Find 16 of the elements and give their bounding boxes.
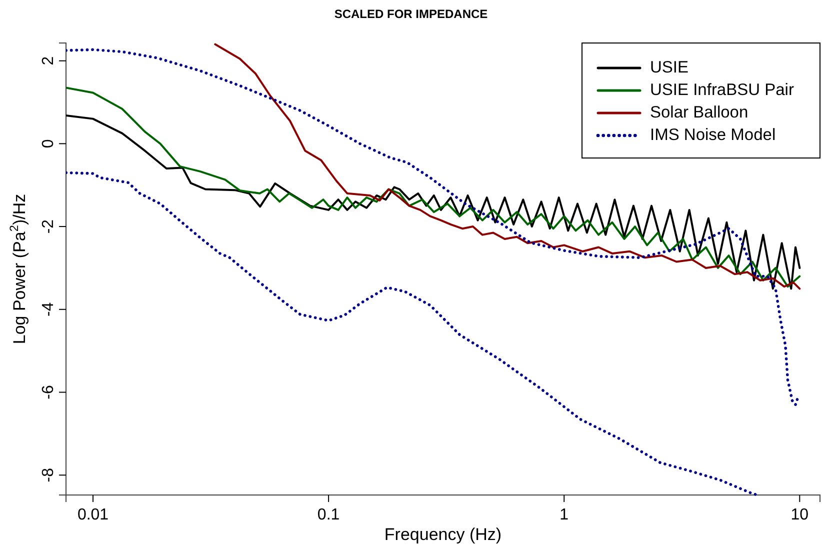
legend-label: IMS Noise Model	[650, 126, 776, 144]
x-tick-label: 10	[790, 506, 809, 524]
legend-label: Solar Balloon	[650, 103, 748, 122]
y-tick-label: -4	[40, 302, 58, 317]
y-tick-label: 0	[40, 139, 58, 148]
x-tick-label: 1	[560, 506, 569, 524]
chart-title: SCALED FOR IMPEDANCE	[334, 7, 488, 21]
x-axis-title: Frequency (Hz)	[384, 525, 502, 544]
y-tick-label: -8	[40, 468, 58, 482]
y-tick-label: -6	[40, 385, 58, 400]
x-tick-label: 0.01	[77, 506, 109, 524]
y-tick-label: 2	[40, 56, 58, 66]
x-tick-label: 0.1	[317, 506, 340, 524]
legend-label: USIE InfraBSU Pair	[650, 80, 794, 99]
legend-label: USIE	[650, 58, 689, 76]
y-tick-label: -2	[40, 219, 58, 234]
